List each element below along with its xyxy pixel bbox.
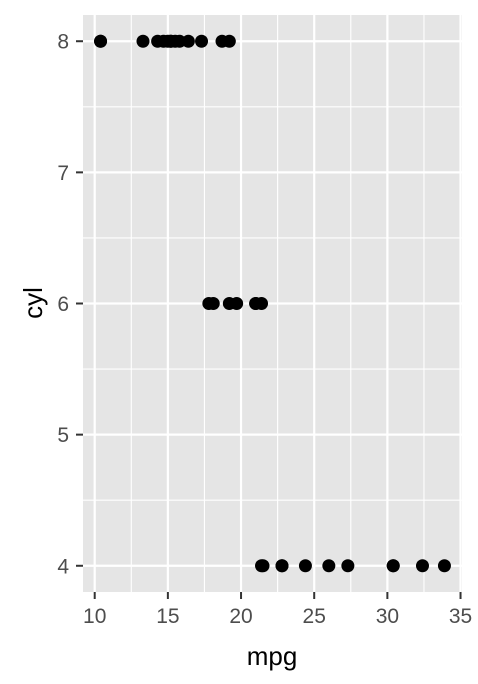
x-tick-label: 30 bbox=[376, 605, 399, 628]
data-point bbox=[136, 35, 149, 48]
y-tick-label: 6 bbox=[57, 293, 69, 316]
data-point bbox=[94, 35, 107, 48]
y-axis-title: cyl bbox=[18, 287, 48, 319]
data-point bbox=[195, 35, 208, 48]
y-tick-label: 7 bbox=[57, 162, 69, 185]
data-point bbox=[387, 559, 400, 572]
data-point bbox=[322, 559, 335, 572]
y-tick-label: 5 bbox=[57, 424, 69, 447]
data-point bbox=[416, 559, 429, 572]
data-point bbox=[299, 559, 312, 572]
y-axis: 4 5 6 7 8 bbox=[57, 31, 83, 579]
x-tick-label: 25 bbox=[303, 605, 326, 628]
data-point bbox=[255, 297, 268, 310]
data-point bbox=[223, 35, 236, 48]
data-point bbox=[341, 559, 354, 572]
x-tick-label: 35 bbox=[449, 605, 472, 628]
data-point bbox=[173, 35, 186, 48]
data-point bbox=[438, 559, 451, 572]
y-tick-label: 8 bbox=[57, 31, 69, 54]
x-tick-label: 15 bbox=[156, 605, 179, 628]
x-tick-label: 20 bbox=[229, 605, 252, 628]
y-tick-label: 4 bbox=[57, 555, 69, 578]
x-axis-title: mpg bbox=[247, 641, 298, 671]
data-point bbox=[230, 297, 243, 310]
x-axis: 10 15 20 25 30 35 bbox=[83, 592, 472, 628]
x-tick-label: 10 bbox=[83, 605, 106, 628]
data-point bbox=[161, 35, 174, 48]
data-point bbox=[276, 559, 289, 572]
data-point bbox=[202, 297, 215, 310]
data-point bbox=[255, 559, 268, 572]
